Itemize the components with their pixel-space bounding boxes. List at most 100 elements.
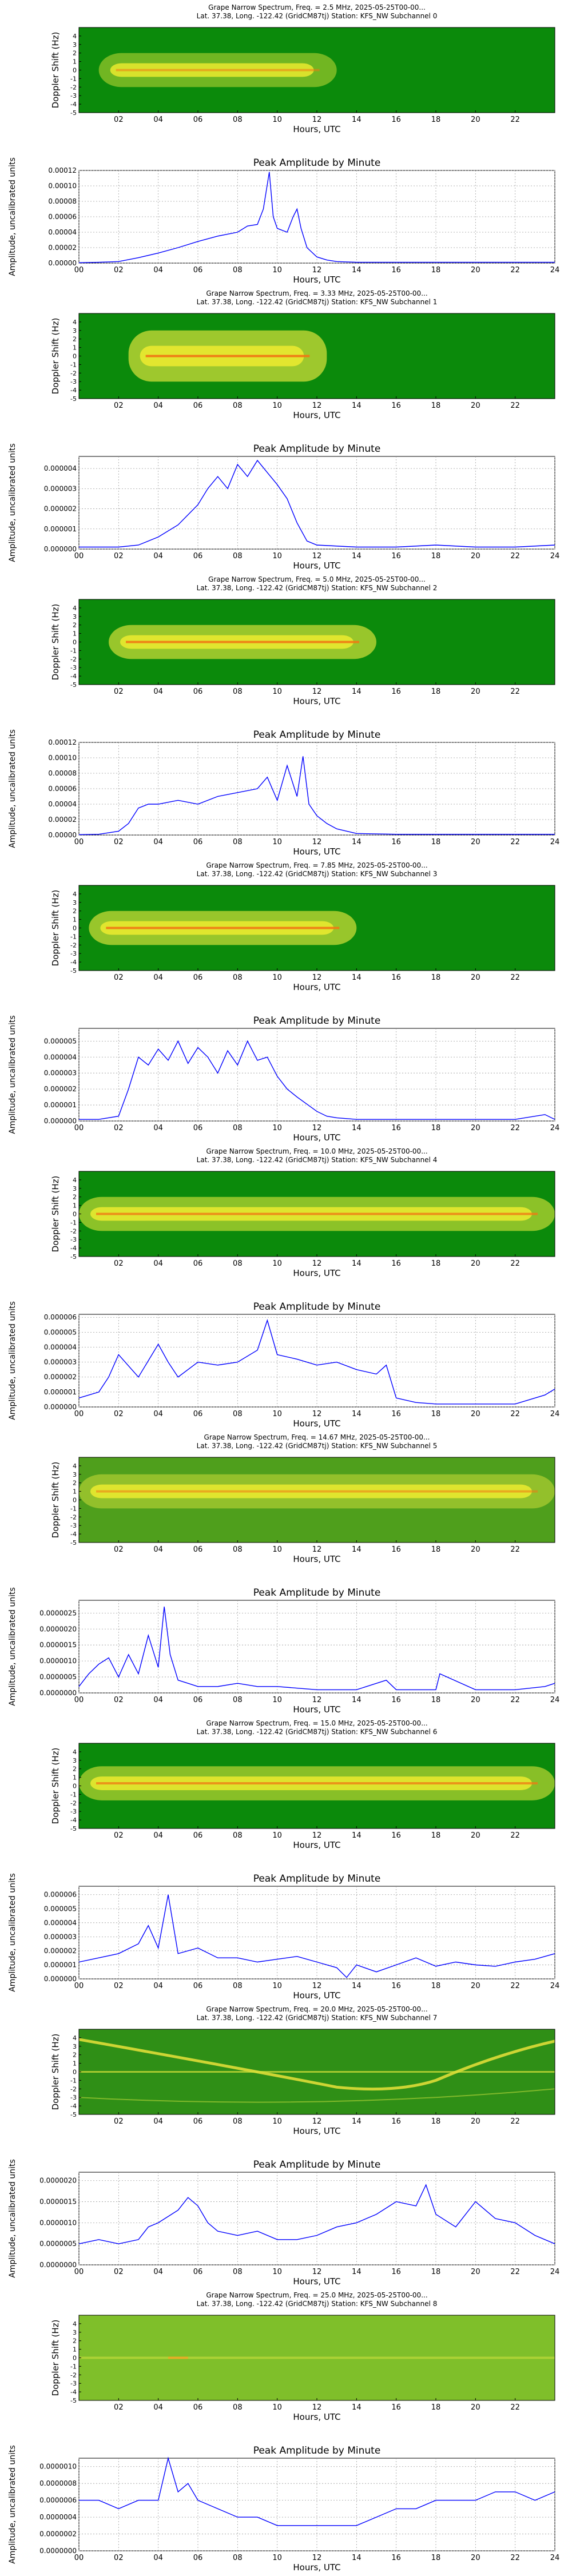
y-tick-label: 2 [73,622,77,629]
x-tick-label: 08 [233,2268,243,2276]
x-axis-label: Hours, UTC [293,410,340,420]
y-tick-label: -1 [70,2077,77,2084]
x-tick-label: 12 [312,838,322,846]
x-tick-label: 14 [352,2117,362,2126]
x-tick-label: 02 [114,2117,124,2126]
x-tick-label: 20 [471,1696,480,1704]
x-tick-label: 12 [312,552,322,560]
y-tick-label: 2 [73,50,77,57]
x-tick-label: 18 [431,2117,441,2126]
x-axis-label: Hours, UTC [293,1418,340,1429]
x-tick-label: 14 [352,2268,362,2276]
x-tick-label: 04 [153,116,163,124]
x-tick-label: 04 [153,687,163,696]
heatmap-title-line: Grape Narrow Spectrum, Freq. = 10.0 MHz,… [206,1147,427,1155]
y-tick-label: -4 [70,2388,77,2396]
x-tick-label: 12 [312,2403,322,2412]
y-tick-label: 0.0000005 [39,1673,77,1681]
x-tick-label: 10 [272,1982,282,1990]
series-line-0 [78,172,555,263]
y-tick-label: 0 [73,353,77,360]
series-line-0 [78,756,555,835]
y-tick-label: -4 [70,1816,77,1824]
y-axis-label: Doppler Shift (Hz) [50,1176,61,1253]
y-tick-label: 2 [73,1766,77,1773]
x-tick-label: 18 [431,973,441,982]
y-tick-label: 0.000001 [44,525,77,533]
y-tick-label: 0.00008 [48,769,77,777]
y-tick-label: 0.000004 [44,1343,77,1351]
x-tick-label: 22 [510,1410,520,1418]
x-tick-label: 10 [272,401,282,410]
line-chart-title: Peak Amplitude by Minute [253,1301,381,1313]
x-tick-label: 10 [272,2117,282,2126]
y-tick-label: 2 [73,908,77,915]
heatmap-signal-layer [98,53,337,88]
y-tick-label: 3 [73,327,77,335]
x-tick-label: 02 [114,1545,124,1554]
y-tick-label: -4 [70,101,77,108]
x-tick-label: 04 [153,1545,163,1554]
spectrum-heatmap-3: Grape Narrow Spectrum, Freq. = 7.85 MHz,… [50,861,555,992]
x-tick-label: 14 [352,401,362,410]
x-tick-label: 24 [550,1982,560,1990]
y-tick-label: -3 [70,378,77,385]
y-axis-label: Amplitude, uncalibrated units [8,729,17,848]
y-tick-label: 0.000000 [44,1403,77,1411]
x-tick-label: 12 [312,2268,322,2276]
amplitude-chart-1: Peak Amplitude by Minute 00 02 04 06 08 10 12 14… [8,443,559,571]
x-tick-label: 16 [391,687,401,696]
x-tick-label: 06 [193,2117,203,2126]
x-tick-label: 18 [431,1259,441,1268]
y-tick-label: 0.00010 [48,754,77,762]
y-tick-label: -5 [70,681,77,689]
x-tick-label: 10 [272,1831,282,1840]
x-tick-label: 12 [312,2117,322,2126]
x-tick-label: 06 [193,116,203,124]
y-tick-label: 4 [73,319,77,326]
x-tick-label: 08 [233,266,243,275]
x-tick-label: 12 [312,401,322,410]
y-tick-label: 0.000000 [44,1975,77,1983]
series-line-0 [78,1319,555,1405]
y-axis-label: Amplitude, uncalibrated units [8,157,17,276]
y-tick-label: 0.0000006 [39,2497,77,2505]
x-tick-label: 16 [391,266,401,275]
heatmap-title-line: Grape Narrow Spectrum, Freq. = 15.0 MHz,… [206,1719,427,1727]
y-tick-label: 3 [73,2043,77,2050]
heatmap-trace [79,2088,555,2103]
y-tick-label: -5 [70,1825,77,1832]
y-axis-label: Doppler Shift (Hz) [50,890,61,967]
x-axis-label: Hours, UTC [293,2276,340,2287]
x-tick-label: 04 [153,1696,163,1704]
x-tick-label: 08 [233,401,243,410]
y-tick-label: 0.00002 [48,816,77,824]
x-tick-label: 06 [193,2554,203,2562]
x-tick-label: 12 [312,1545,322,1554]
x-tick-label: 20 [471,1831,480,1840]
y-tick-label: -3 [70,1236,77,1243]
y-tick-label: 0.0000004 [39,2513,77,2521]
y-tick-label: 0.0000000 [39,1689,77,1697]
heatmap-signal-layer [89,911,357,945]
x-tick-label: 10 [272,266,282,275]
x-tick-label: 20 [471,1982,480,1990]
x-tick-label: 06 [193,2268,203,2276]
x-tick-label: 02 [114,1410,124,1418]
x-tick-label: 22 [510,116,520,124]
y-tick-label: 0.00000 [48,259,77,267]
x-tick-label: 22 [510,266,520,275]
y-tick-label: 0 [73,1497,77,1504]
y-axis-label: Amplitude, uncalibrated units [8,443,17,562]
spectrum-heatmap-5: Grape Narrow Spectrum, Freq. = 14.67 MHz… [50,1433,555,1564]
x-tick-label: 08 [233,2117,243,2126]
y-tick-label: 0.000003 [44,1933,77,1941]
heatmap-title-line: Lat. 37.38, Long. -122.42 (GridCM87tj) S… [197,870,438,878]
y-tick-label: -2 [70,655,77,663]
y-tick-label: 2 [73,1194,77,1201]
y-tick-label: 0.0000005 [39,2240,77,2248]
x-axis-label: Hours, UTC [293,696,340,706]
y-tick-label: 0.000001 [44,1101,77,1109]
x-tick-label: 24 [550,838,560,846]
y-tick-label: -1 [70,647,77,654]
